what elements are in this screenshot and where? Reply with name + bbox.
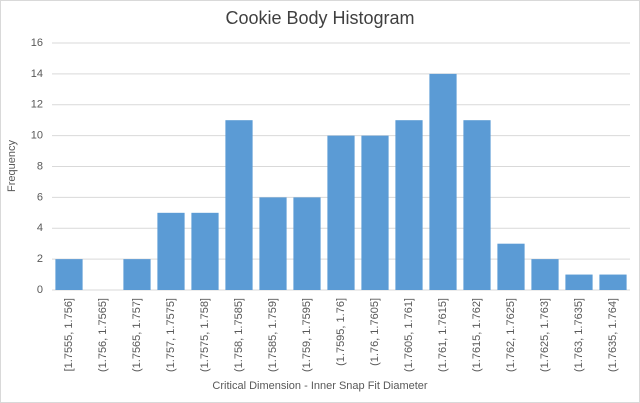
- bar: [327, 135, 355, 290]
- bar: [565, 274, 593, 290]
- x-tick-label: (1.7575, 1.758]: [199, 298, 211, 372]
- y-tick-label: 12: [31, 99, 43, 111]
- bar: [259, 197, 287, 290]
- bar: [531, 259, 559, 290]
- bar: [123, 259, 151, 290]
- bar: [157, 212, 185, 290]
- x-tick-label: [1.7555, 1.756]: [63, 298, 75, 371]
- bar: [55, 259, 83, 290]
- bar: [191, 212, 219, 290]
- y-tick-label: 6: [37, 191, 43, 203]
- bar: [361, 135, 389, 290]
- bar: [395, 120, 423, 290]
- x-tick-label: (1.7635, 1.764]: [607, 298, 619, 372]
- y-tick-label: 2: [37, 253, 43, 265]
- y-tick-label: 0: [37, 284, 43, 296]
- y-tick-label: 14: [31, 68, 43, 80]
- x-tick-label: (1.756, 1.7565]: [97, 298, 109, 372]
- bar: [599, 274, 627, 290]
- chart-title: Cookie Body Histogram: [225, 8, 414, 28]
- x-tick-label: (1.7625, 1.763]: [539, 298, 551, 372]
- x-tick-label: (1.7565, 1.757]: [131, 298, 143, 372]
- x-tick-label: (1.763, 1.7635]: [573, 298, 585, 372]
- x-tick-label: (1.7605, 1.761]: [403, 298, 415, 372]
- y-axis-label: Frequency: [6, 140, 18, 192]
- y-tick-label: 4: [37, 222, 43, 234]
- x-tick-label: (1.761, 1.7615]: [437, 298, 449, 372]
- x-tick-label: (1.76, 1.7605]: [369, 298, 381, 366]
- x-tick-label: (1.759, 1.7595]: [301, 298, 313, 372]
- x-tick-label: (1.758, 1.7585]: [233, 298, 245, 372]
- y-tick-label: 16: [31, 37, 43, 49]
- y-tick-label: 10: [31, 130, 43, 142]
- bar: [463, 120, 491, 290]
- x-tick-label: (1.762, 1.7625]: [505, 298, 517, 372]
- x-tick-label: (1.7595, 1.76]: [335, 298, 347, 366]
- bar: [225, 120, 253, 290]
- x-tick-label: (1.7615, 1.762]: [471, 298, 483, 372]
- x-axis-label: Critical Dimension - Inner Snap Fit Diam…: [212, 380, 428, 392]
- x-tick-label: (1.757, 1.7575]: [165, 298, 177, 372]
- bar: [497, 243, 525, 290]
- bar: [293, 197, 321, 290]
- x-tick-label: (1.7585, 1.759]: [267, 298, 279, 372]
- bar: [429, 73, 457, 290]
- y-tick-label: 8: [37, 160, 43, 172]
